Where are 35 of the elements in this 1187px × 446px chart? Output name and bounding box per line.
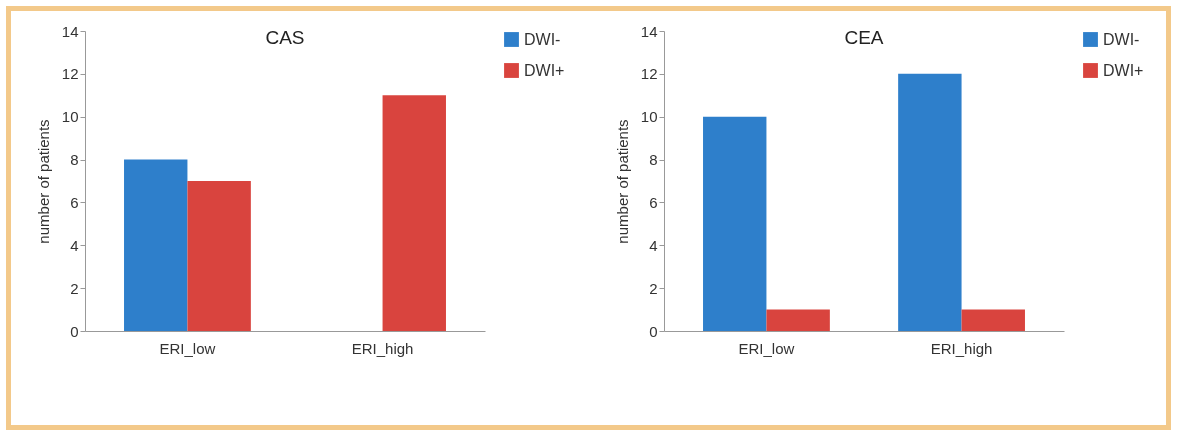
y-tick-label: 0 — [649, 322, 658, 340]
bar — [703, 116, 767, 331]
y-axis-title: number of patients — [34, 119, 52, 244]
y-tick-label: 10 — [640, 108, 658, 126]
y-tick-label: 2 — [649, 279, 658, 297]
legend-label: DWI- — [1103, 30, 1140, 48]
legend-label: DWI+ — [524, 61, 565, 79]
y-axis-title: number of patients — [613, 119, 631, 244]
y-tick-label: 8 — [70, 151, 79, 169]
y-tick-label: 4 — [649, 236, 658, 254]
bar — [124, 159, 188, 331]
bar — [961, 309, 1025, 331]
bar — [766, 309, 830, 331]
x-tick-label: ERI_high — [351, 339, 414, 357]
y-tick-label: 6 — [70, 193, 79, 211]
chart-title: CEA — [844, 27, 884, 48]
x-tick-label: ERI_high — [930, 339, 993, 357]
y-tick-label: 14 — [61, 22, 79, 40]
y-tick-label: 2 — [70, 279, 79, 297]
y-tick-label: 12 — [61, 65, 79, 83]
y-tick-label: 12 — [640, 65, 658, 83]
x-tick-label: ERI_low — [159, 339, 216, 357]
y-tick-label: 0 — [70, 322, 79, 340]
bar — [187, 181, 251, 331]
y-tick-label: 4 — [70, 236, 79, 254]
y-tick-label: 14 — [640, 22, 658, 40]
y-tick-label: 8 — [649, 151, 658, 169]
x-tick-label: ERI_low — [738, 339, 795, 357]
chart-title: CAS — [265, 27, 305, 48]
legend-label: DWI+ — [1103, 61, 1144, 79]
bar — [382, 95, 446, 331]
y-tick-label: 10 — [61, 108, 79, 126]
legend-label: DWI- — [524, 30, 561, 48]
bar — [898, 73, 962, 331]
y-tick-label: 6 — [649, 193, 658, 211]
